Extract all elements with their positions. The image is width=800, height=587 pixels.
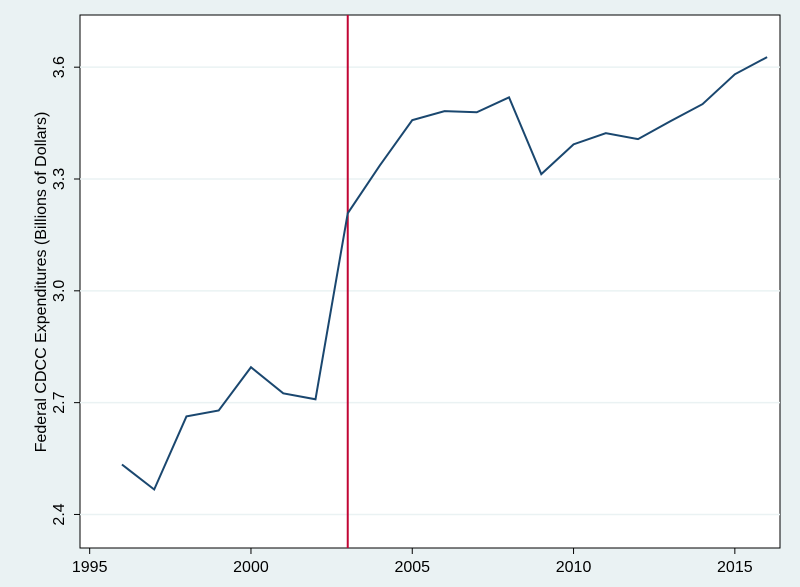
x-tick-label: 2010 [556, 559, 592, 576]
y-tick-label: 2.7 [51, 391, 68, 413]
x-tick-label: 2015 [717, 559, 753, 576]
y-tick-label: 3.0 [51, 280, 68, 302]
data-line [121, 56, 768, 492]
x-tick-label: 1995 [72, 559, 108, 576]
plot-area [79, 14, 781, 549]
y-tick-label: 2.4 [51, 503, 68, 525]
x-tick-label: 2005 [394, 559, 430, 576]
y-axis-label: Federal CDCC Expenditures (Billions of D… [33, 112, 50, 453]
y-tick-label: 3.3 [51, 168, 68, 190]
x-tick-label: 2000 [233, 559, 269, 576]
y-tick-label: 3.6 [51, 56, 68, 78]
